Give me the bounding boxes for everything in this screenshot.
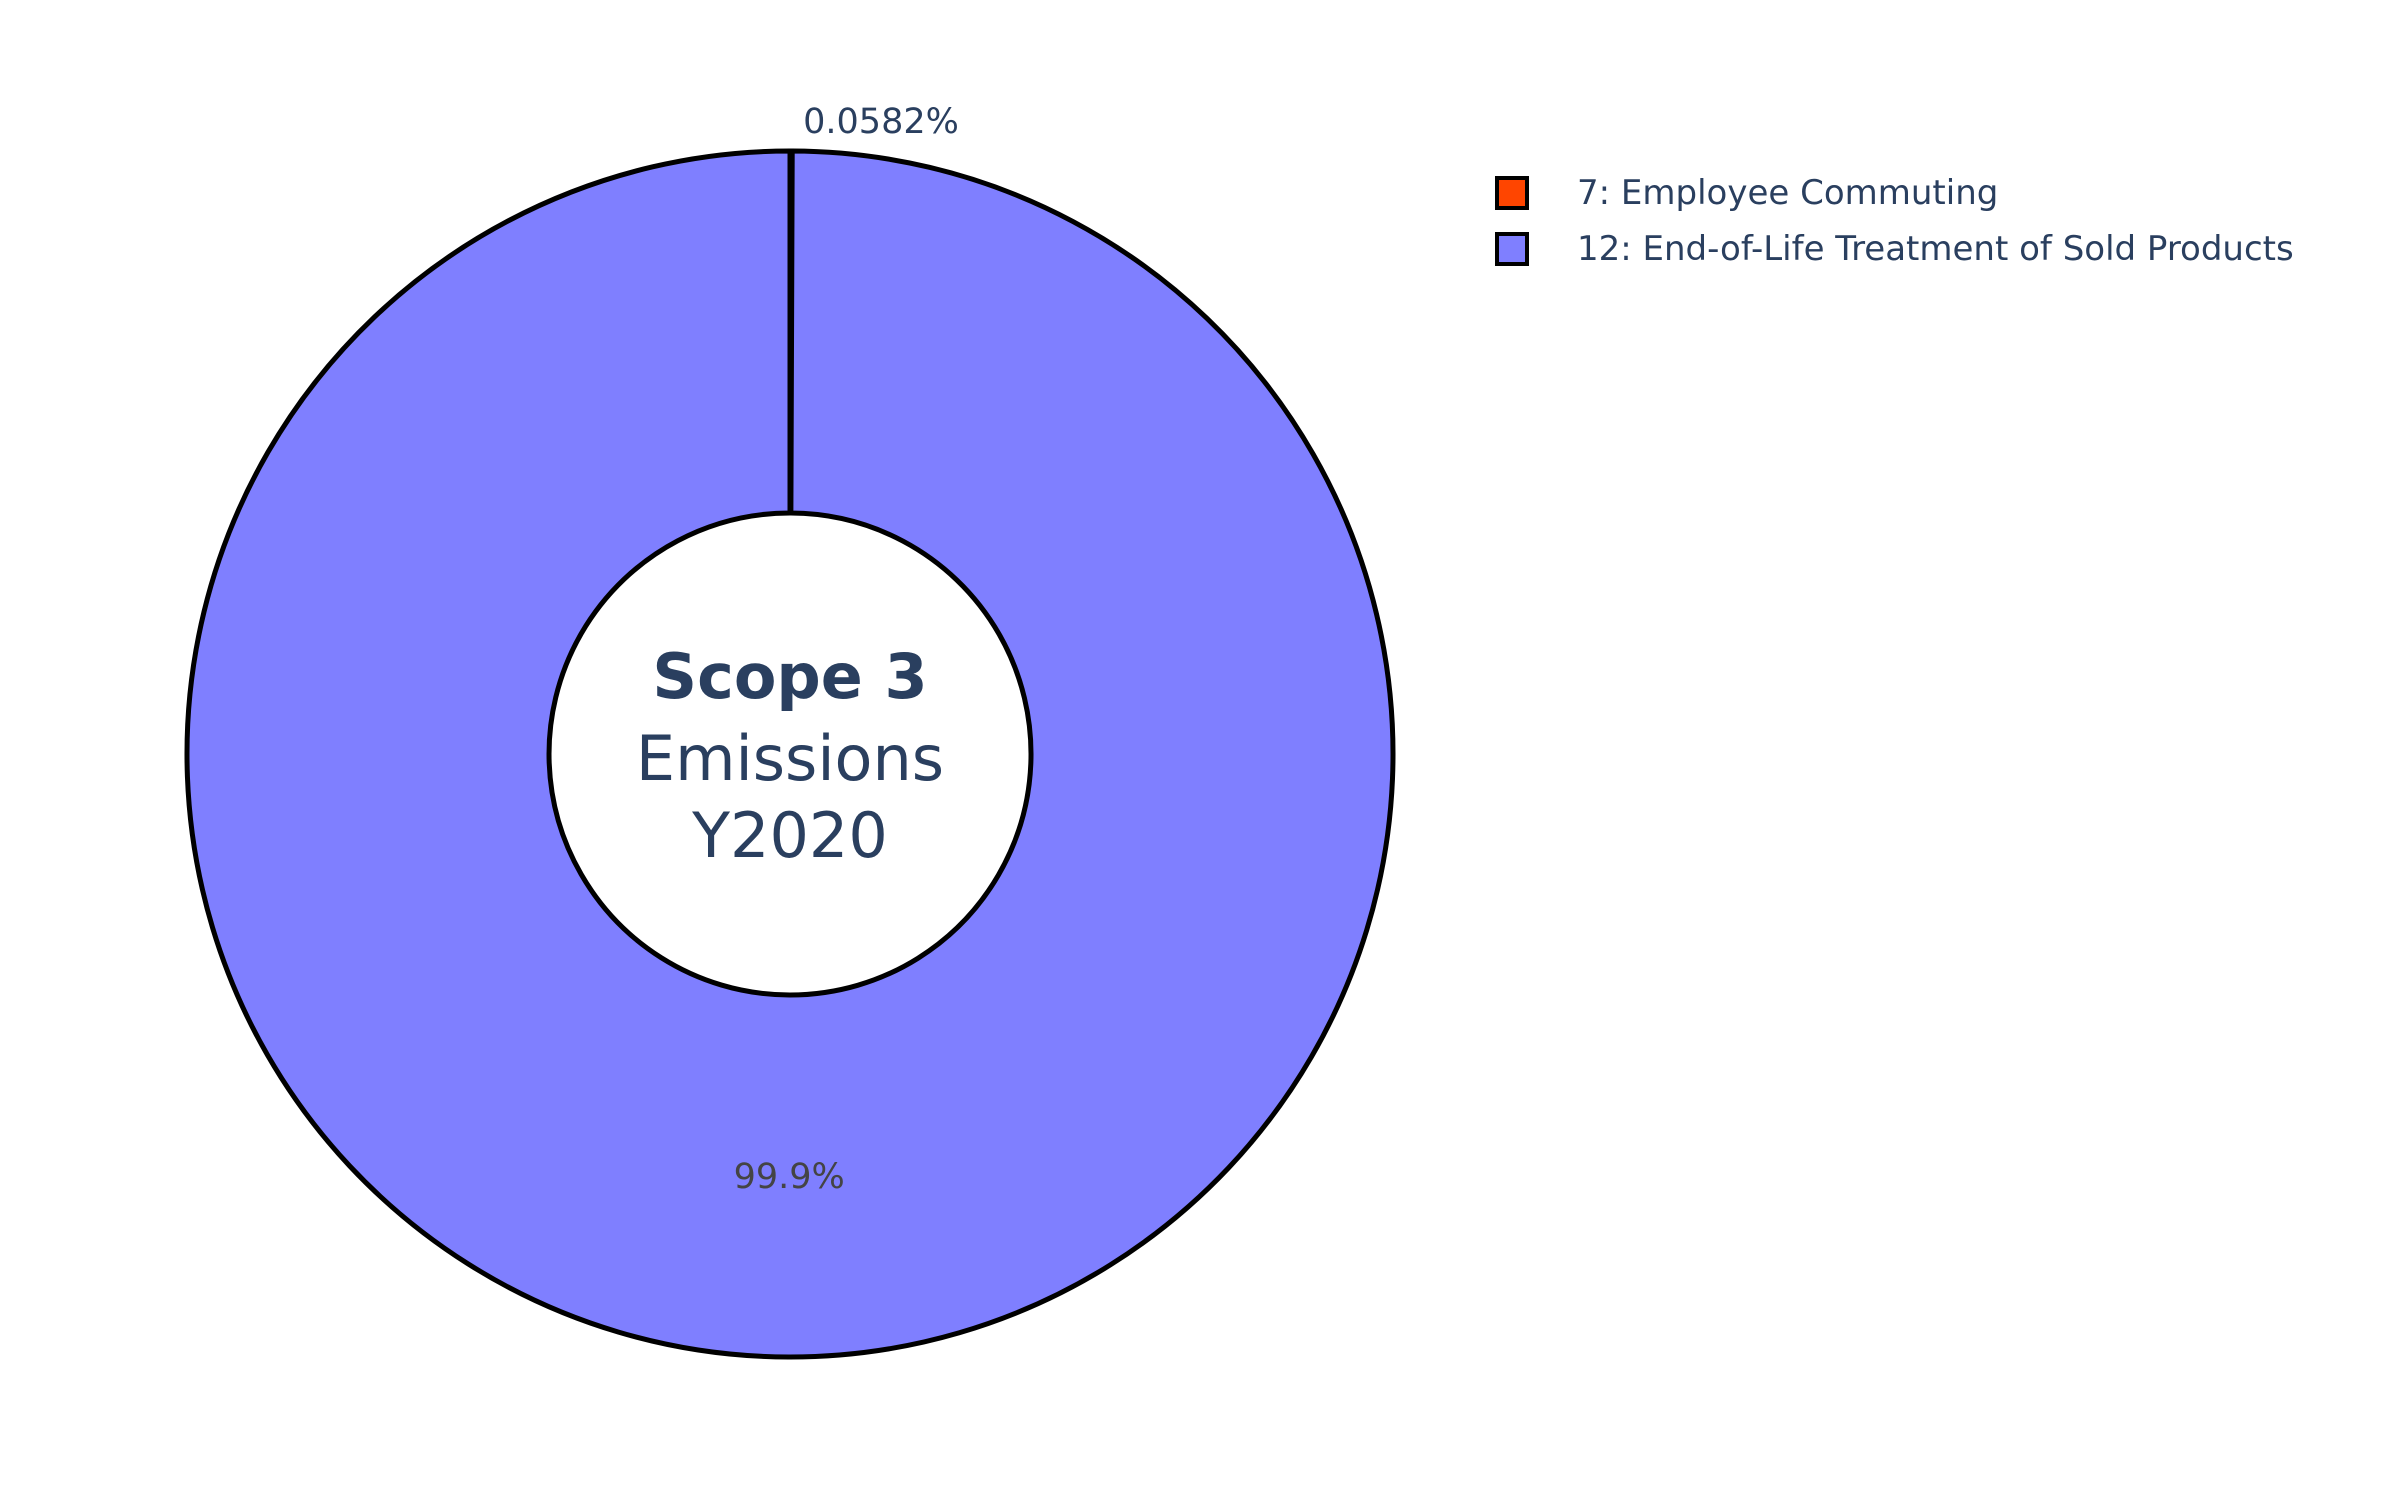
legend-label: 12: End-of-Life Treatment of Sold Produc…	[1577, 229, 2294, 269]
legend-label: 7: Employee Commuting	[1577, 173, 1999, 213]
slice-label-0: 0.0582%	[803, 102, 959, 142]
legend-swatch	[1495, 232, 1529, 266]
legend-swatch	[1495, 176, 1529, 210]
slice-labels: 0.0582% 99.9%	[734, 102, 959, 1197]
center-subtitle: Emissions	[636, 722, 944, 795]
donut-slices	[184, 148, 1396, 1360]
center-title: Scope 3	[652, 640, 927, 713]
slice-1[interactable]	[184, 148, 1396, 1360]
slice-label-1: 99.9%	[734, 1157, 845, 1197]
center-year: Y2020	[691, 799, 888, 872]
